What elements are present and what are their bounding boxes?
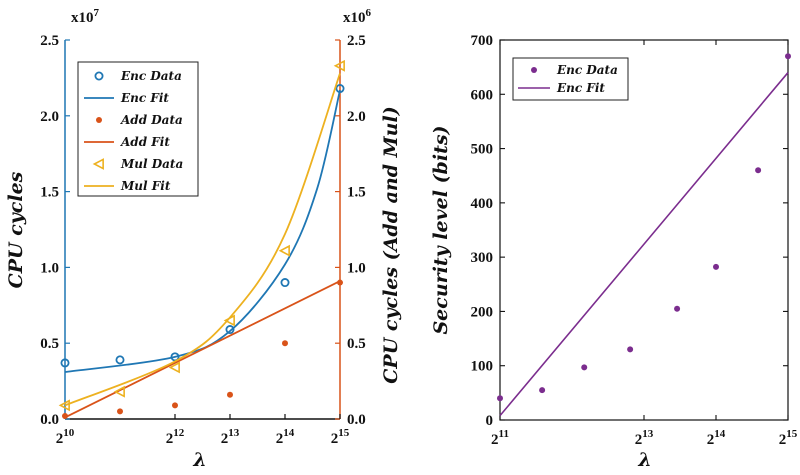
enc-fit-line [499,72,789,417]
legend-label: Add Data [120,113,183,127]
right-y-multiplier: x106 [343,7,372,26]
left-y-tick-label: 2.5 [40,33,59,49]
enc-data-point [539,387,546,394]
left-y-tick-label: 0.5 [40,336,59,352]
legend-label: Enc Data [556,63,618,77]
right-y-tick-label: 1.0 [347,260,366,276]
mul-data-point [58,399,70,412]
y-tick-label: 200 [471,304,494,320]
add-data-point [282,340,288,347]
legend-box [512,57,629,101]
x-tick-label: 210 [56,427,75,447]
legend-label: Enc Fit [120,91,169,105]
right-y-tick-label: 2.5 [347,33,366,49]
x-tick-label: 213 [221,427,240,447]
mul-data-point [333,59,345,72]
left-y-multiplier: x107 [71,7,100,26]
y-tick-label: 0 [486,413,494,429]
legend-label: Mul Data [120,157,183,171]
right-chart: 0 100 200 300 400 500 600 700 211 213 214 215 λ Secur… [430,33,798,471]
add-data-point [117,408,123,415]
enc-data-point [225,325,235,335]
add-fit-line [64,280,341,419]
legend-label: Enc Data [120,69,182,83]
y-axis-label: Security level (bits) [430,125,452,334]
legend-swatch [92,158,104,170]
enc-data-point [755,167,762,174]
left-y-tick-label: 0.0 [40,412,59,428]
x-tick-label: 215 [331,427,350,447]
legend-label: Enc Fit [556,81,605,95]
y-tick-label: 600 [471,87,494,103]
legend-swatch [94,71,104,81]
enc-data-point [627,346,634,353]
left-y-axis-label: CPU cycles [5,171,27,288]
x-tick-label: 215 [779,428,798,448]
enc-fit-line [64,89,341,373]
mul-data-point [278,244,290,257]
add-data-point [227,391,233,398]
y-tick-label: 400 [471,196,494,212]
right-y-tick-label: 2.0 [347,109,366,125]
x-tick-label: 214 [707,428,726,448]
left-y-tick-label: 1.5 [40,185,59,201]
y-tick-label: 500 [471,142,494,158]
x-axis-label: λ [637,449,651,471]
right-y-tick-label: 0.0 [347,412,366,428]
left-chart: 0.0 0.5 1.0 1.5 2.0 2.5 0.0 0.5 1.0 1.5 2.0 2.5 210 2… [5,7,402,471]
enc-data-point [785,53,791,60]
x-tick-label: 214 [276,427,295,447]
enc-data-point [115,355,125,365]
enc-data-point [280,278,290,288]
enc-data-point [497,395,503,402]
y-tick-label: 100 [471,359,494,375]
y-tick-label: 700 [471,33,494,49]
x-tick-label: 213 [635,428,654,448]
left-legend: Enc Data Enc Fit Add Data Add Fit Mul Data Mu… [77,61,199,197]
legend-box [77,61,199,197]
mul-fit-line [64,73,341,407]
right-legend: Enc Data Enc Fit [512,57,629,101]
x-tick-label: 212 [166,427,185,447]
mul-data-point [113,385,125,398]
legend-label: Add Fit [120,135,170,149]
left-y-tick-label: 1.0 [40,260,59,276]
right-y-tick-label: 1.5 [347,185,366,201]
right-y-axis-label: CPU cycles (Add and Mul) [380,106,402,383]
enc-data-point [674,305,681,312]
add-data-point [172,402,178,409]
legend-label: Mul Fit [120,179,171,193]
x-tick-label: 211 [491,428,509,448]
y-tick-label: 300 [471,250,494,266]
enc-data-point [713,263,719,270]
mul-data-point [168,361,180,374]
enc-data-point [581,364,588,371]
right-y-tick-label: 0.5 [347,336,366,352]
legend-swatch [531,67,537,73]
enc-data-point [60,358,70,368]
legend-swatch [96,117,102,123]
x-axis-label: λ [192,449,206,471]
left-y-tick-label: 2.0 [40,109,59,125]
